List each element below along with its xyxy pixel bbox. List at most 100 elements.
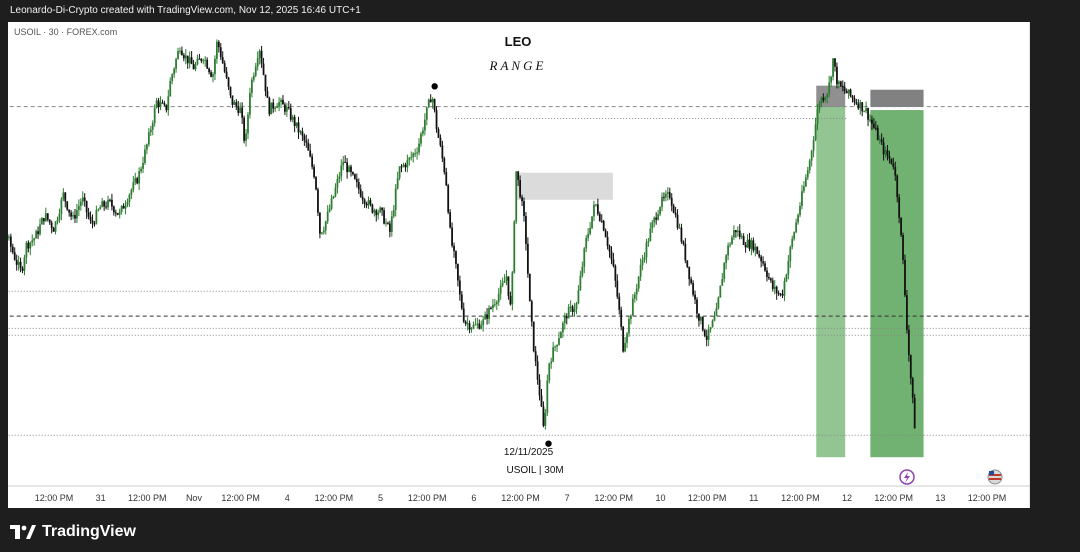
candle-body: [727, 245, 729, 256]
candle-body: [731, 237, 733, 245]
candle-body: [855, 102, 858, 104]
candle-body: [400, 166, 403, 168]
candle-body: [414, 153, 417, 155]
candle-body: [200, 58, 203, 61]
candle-body: [101, 201, 104, 208]
candle-body: [906, 295, 908, 330]
candle-body: [313, 166, 315, 178]
candle-body: [212, 74, 214, 77]
candle-body: [777, 293, 780, 295]
x-tick-label: 12:00 PM: [221, 493, 260, 503]
candle-body: [606, 237, 609, 246]
candle-body: [206, 59, 209, 69]
candle-body: [795, 222, 798, 233]
candle-body: [62, 192, 65, 200]
candle-body: [81, 197, 84, 202]
candle-body: [289, 108, 292, 120]
x-tick-label: 12:00 PM: [128, 493, 167, 503]
chart-credit-bar: Leonardo-Di-Crypto created with TradingV…: [0, 0, 1080, 22]
candle-body: [579, 275, 582, 291]
candle-body: [513, 221, 516, 273]
candle-body: [849, 89, 852, 96]
candle-body: [375, 210, 378, 216]
candle-body: [845, 91, 848, 94]
candle-body: [563, 316, 566, 324]
candle-body: [317, 189, 319, 213]
candle-body: [371, 204, 374, 213]
candle-body: [736, 230, 739, 233]
candle-body: [495, 301, 498, 305]
candle-body: [785, 274, 788, 282]
candle-body: [902, 234, 904, 260]
x-tick-label: 31: [96, 493, 106, 503]
candle-body: [608, 245, 611, 252]
candle-body: [863, 111, 866, 113]
candle-body: [365, 203, 368, 206]
candle-body: [676, 214, 679, 228]
candle-body: [179, 50, 181, 52]
candle-body: [194, 64, 197, 70]
x-tick-label: 12: [842, 493, 852, 503]
candle-body: [196, 58, 199, 65]
candle-body: [723, 263, 726, 280]
candle-body: [643, 257, 646, 260]
candle-body: [140, 168, 142, 172]
candle-body: [416, 152, 418, 154]
candle-body: [247, 114, 249, 134]
candle-body: [769, 278, 772, 281]
candle-body: [519, 180, 522, 198]
candle-body: [410, 156, 413, 158]
candle-body: [268, 97, 271, 115]
candle-body: [256, 58, 259, 67]
symbol-label: USOIL · 30 · FOREX.com: [14, 27, 117, 37]
lightning-bolt-icon: [904, 472, 910, 483]
candle-body: [291, 116, 294, 120]
candle-body: [93, 223, 96, 225]
candle-body: [114, 212, 117, 214]
candle-body: [548, 363, 551, 381]
us-flag-canton-icon: [989, 471, 994, 475]
candle-body: [241, 107, 244, 118]
candle-body: [70, 212, 73, 217]
candle-body: [439, 137, 442, 146]
candle-body: [890, 158, 893, 164]
chart-panel[interactable]: USOIL · 30 · FOREX.com LEO RANGE 12/11/2025…: [8, 22, 1030, 508]
candle-body: [99, 207, 102, 210]
candle-body: [239, 107, 242, 113]
candle-body: [89, 216, 92, 221]
candle-body: [746, 239, 749, 248]
candle-body: [37, 231, 39, 235]
candle-body: [872, 123, 875, 128]
tradingview-logo[interactable]: TradingView: [10, 522, 136, 542]
candle-body: [748, 239, 751, 249]
candle-body: [598, 213, 601, 221]
candle-body: [54, 221, 57, 232]
candle-body: [109, 199, 111, 201]
lightning-icon[interactable]: [899, 469, 915, 485]
candle-body: [628, 319, 630, 334]
candle-body: [834, 58, 836, 67]
candle-body: [591, 216, 593, 229]
x-tick-label: 12:00 PM: [35, 493, 74, 503]
candle-body: [422, 130, 424, 134]
candle-body: [324, 221, 327, 231]
candle-body: [558, 338, 560, 345]
candle-body: [258, 50, 261, 59]
price-chart[interactable]: USOIL · 30 · FOREX.com LEO RANGE 12/11/2025…: [8, 22, 1030, 508]
candle-body: [709, 327, 712, 330]
candle-body: [491, 304, 494, 309]
candle-body: [499, 285, 502, 294]
candle-body: [721, 279, 724, 286]
candle-body: [696, 299, 698, 314]
candle-body: [130, 189, 133, 195]
candle-body: [869, 119, 871, 121]
swing-low-marker: [545, 440, 552, 447]
candle-body: [900, 217, 902, 235]
candle-body: [884, 150, 887, 155]
candle-body: [775, 286, 778, 294]
candle-body: [332, 196, 335, 199]
candle-body: [52, 227, 55, 232]
candle-body: [394, 188, 397, 210]
candle-body: [272, 102, 275, 109]
x-tick-label: 5: [378, 493, 383, 503]
